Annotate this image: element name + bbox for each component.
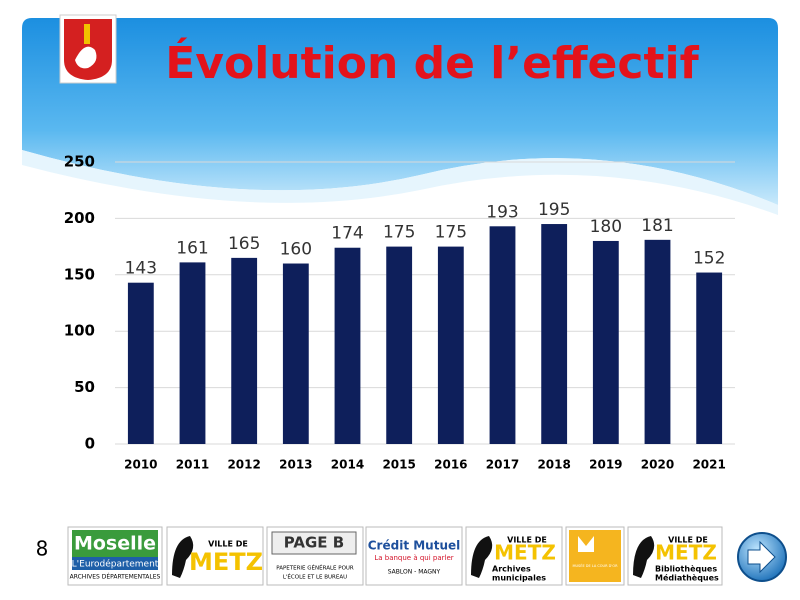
bar	[282, 263, 309, 444]
bar	[592, 240, 619, 444]
value-label: 160	[280, 240, 312, 260]
x-tick-label: 2015	[382, 458, 415, 472]
value-label: 175	[435, 223, 467, 243]
logo-page-b: PAGE B PAPETERIE GÉNÉRALE POUR L'ÉCOLE E…	[266, 526, 364, 586]
bar	[437, 246, 464, 444]
logo-text: PAPETERIE GÉNÉRALE POUR	[276, 564, 354, 572]
x-tick-label: 2012	[227, 458, 260, 472]
bar	[127, 282, 154, 444]
logo-moselle: Moselle L'Eurodépartement ARCHIVES DÉPAR…	[67, 526, 163, 586]
logo-text: ARCHIVES DÉPARTEMENTALES	[70, 573, 161, 581]
value-label: 161	[176, 238, 208, 258]
value-label: 175	[383, 223, 415, 243]
next-button[interactable]	[737, 532, 787, 582]
x-tick-label: 2016	[434, 458, 467, 472]
value-label: 193	[486, 202, 518, 222]
logo-text: L'Eurodépartement	[72, 559, 159, 570]
logo-text: PAGE B	[284, 534, 344, 552]
logo-text: METZ	[494, 541, 556, 565]
y-tick-label: 250	[64, 153, 95, 171]
value-label: 174	[331, 224, 363, 244]
header-wave	[22, 18, 778, 205]
logo-text: Bibliothèques	[655, 564, 717, 574]
logo-text: SABLON - MAGNY	[388, 569, 441, 576]
bar	[541, 224, 568, 444]
bar	[644, 239, 671, 444]
x-tick-label: 2014	[331, 458, 364, 472]
logo-credit-mutuel: Crédit Mutuel La banque à qui parler SAB…	[365, 526, 463, 586]
value-label: 181	[641, 216, 673, 236]
logo-text: METZ	[655, 541, 717, 565]
x-tick-label: 2018	[537, 458, 570, 472]
bar	[386, 246, 413, 444]
x-tick-label: 2017	[486, 458, 519, 472]
logo-musee: MUSÉE DE LA COUR D'OR	[565, 526, 625, 586]
value-label: 143	[125, 259, 157, 279]
plot: 0 50 100 150 200 250 2010 143 2011 161 2012 165 2013…	[64, 153, 735, 472]
logo-text: Moselle	[74, 533, 156, 555]
bar	[231, 257, 258, 444]
logo-metz: VILLE DE METZ	[166, 526, 264, 586]
logo-text: municipales	[492, 574, 546, 583]
bar	[696, 272, 723, 444]
wave-highlight	[22, 150, 778, 215]
value-label: 152	[693, 249, 725, 269]
y-tick-label: 0	[85, 435, 95, 453]
logo-metz-archives: VILLE DE METZ Archives municipales	[465, 526, 563, 586]
y-tick-label: 100	[64, 322, 95, 340]
x-tick-label: 2020	[641, 458, 674, 472]
y-tick-label: 50	[74, 378, 95, 396]
logo-text: Médiathèques	[655, 573, 719, 583]
x-tick-label: 2013	[279, 458, 312, 472]
logo-text: VILLE DE	[507, 536, 547, 545]
x-tick-label: 2011	[176, 458, 209, 472]
x-tick-label: 2021	[692, 458, 725, 472]
logo-text: Crédit Mutuel	[368, 539, 461, 553]
bar	[334, 247, 361, 444]
logo-text: La banque à qui parler	[374, 554, 453, 562]
logo-text: L'ÉCOLE ET LE BUREAU	[283, 573, 347, 581]
bar	[179, 262, 206, 444]
value-label: 180	[590, 217, 622, 237]
logo-text: VILLE DE	[668, 536, 708, 545]
x-tick-label: 2019	[589, 458, 622, 472]
logo-text: Archives	[492, 565, 531, 574]
crest	[59, 14, 117, 84]
logo-text: METZ	[189, 548, 263, 576]
x-tick-label: 2010	[124, 458, 157, 472]
y-tick-label: 200	[64, 209, 95, 227]
value-label: 195	[538, 200, 570, 220]
logo-metz-bibliotheques: VILLE DE METZ Bibliothèques Médiathèques	[627, 526, 723, 586]
chart-title: Évolution de l’effectif	[165, 36, 699, 89]
value-label: 165	[228, 234, 260, 254]
bar	[489, 226, 516, 444]
page-number: 8	[36, 537, 49, 561]
logo-text: VILLE DE	[208, 540, 248, 549]
y-tick-label: 150	[64, 265, 95, 283]
logo-text: MUSÉE DE LA COUR D'OR	[572, 563, 618, 568]
